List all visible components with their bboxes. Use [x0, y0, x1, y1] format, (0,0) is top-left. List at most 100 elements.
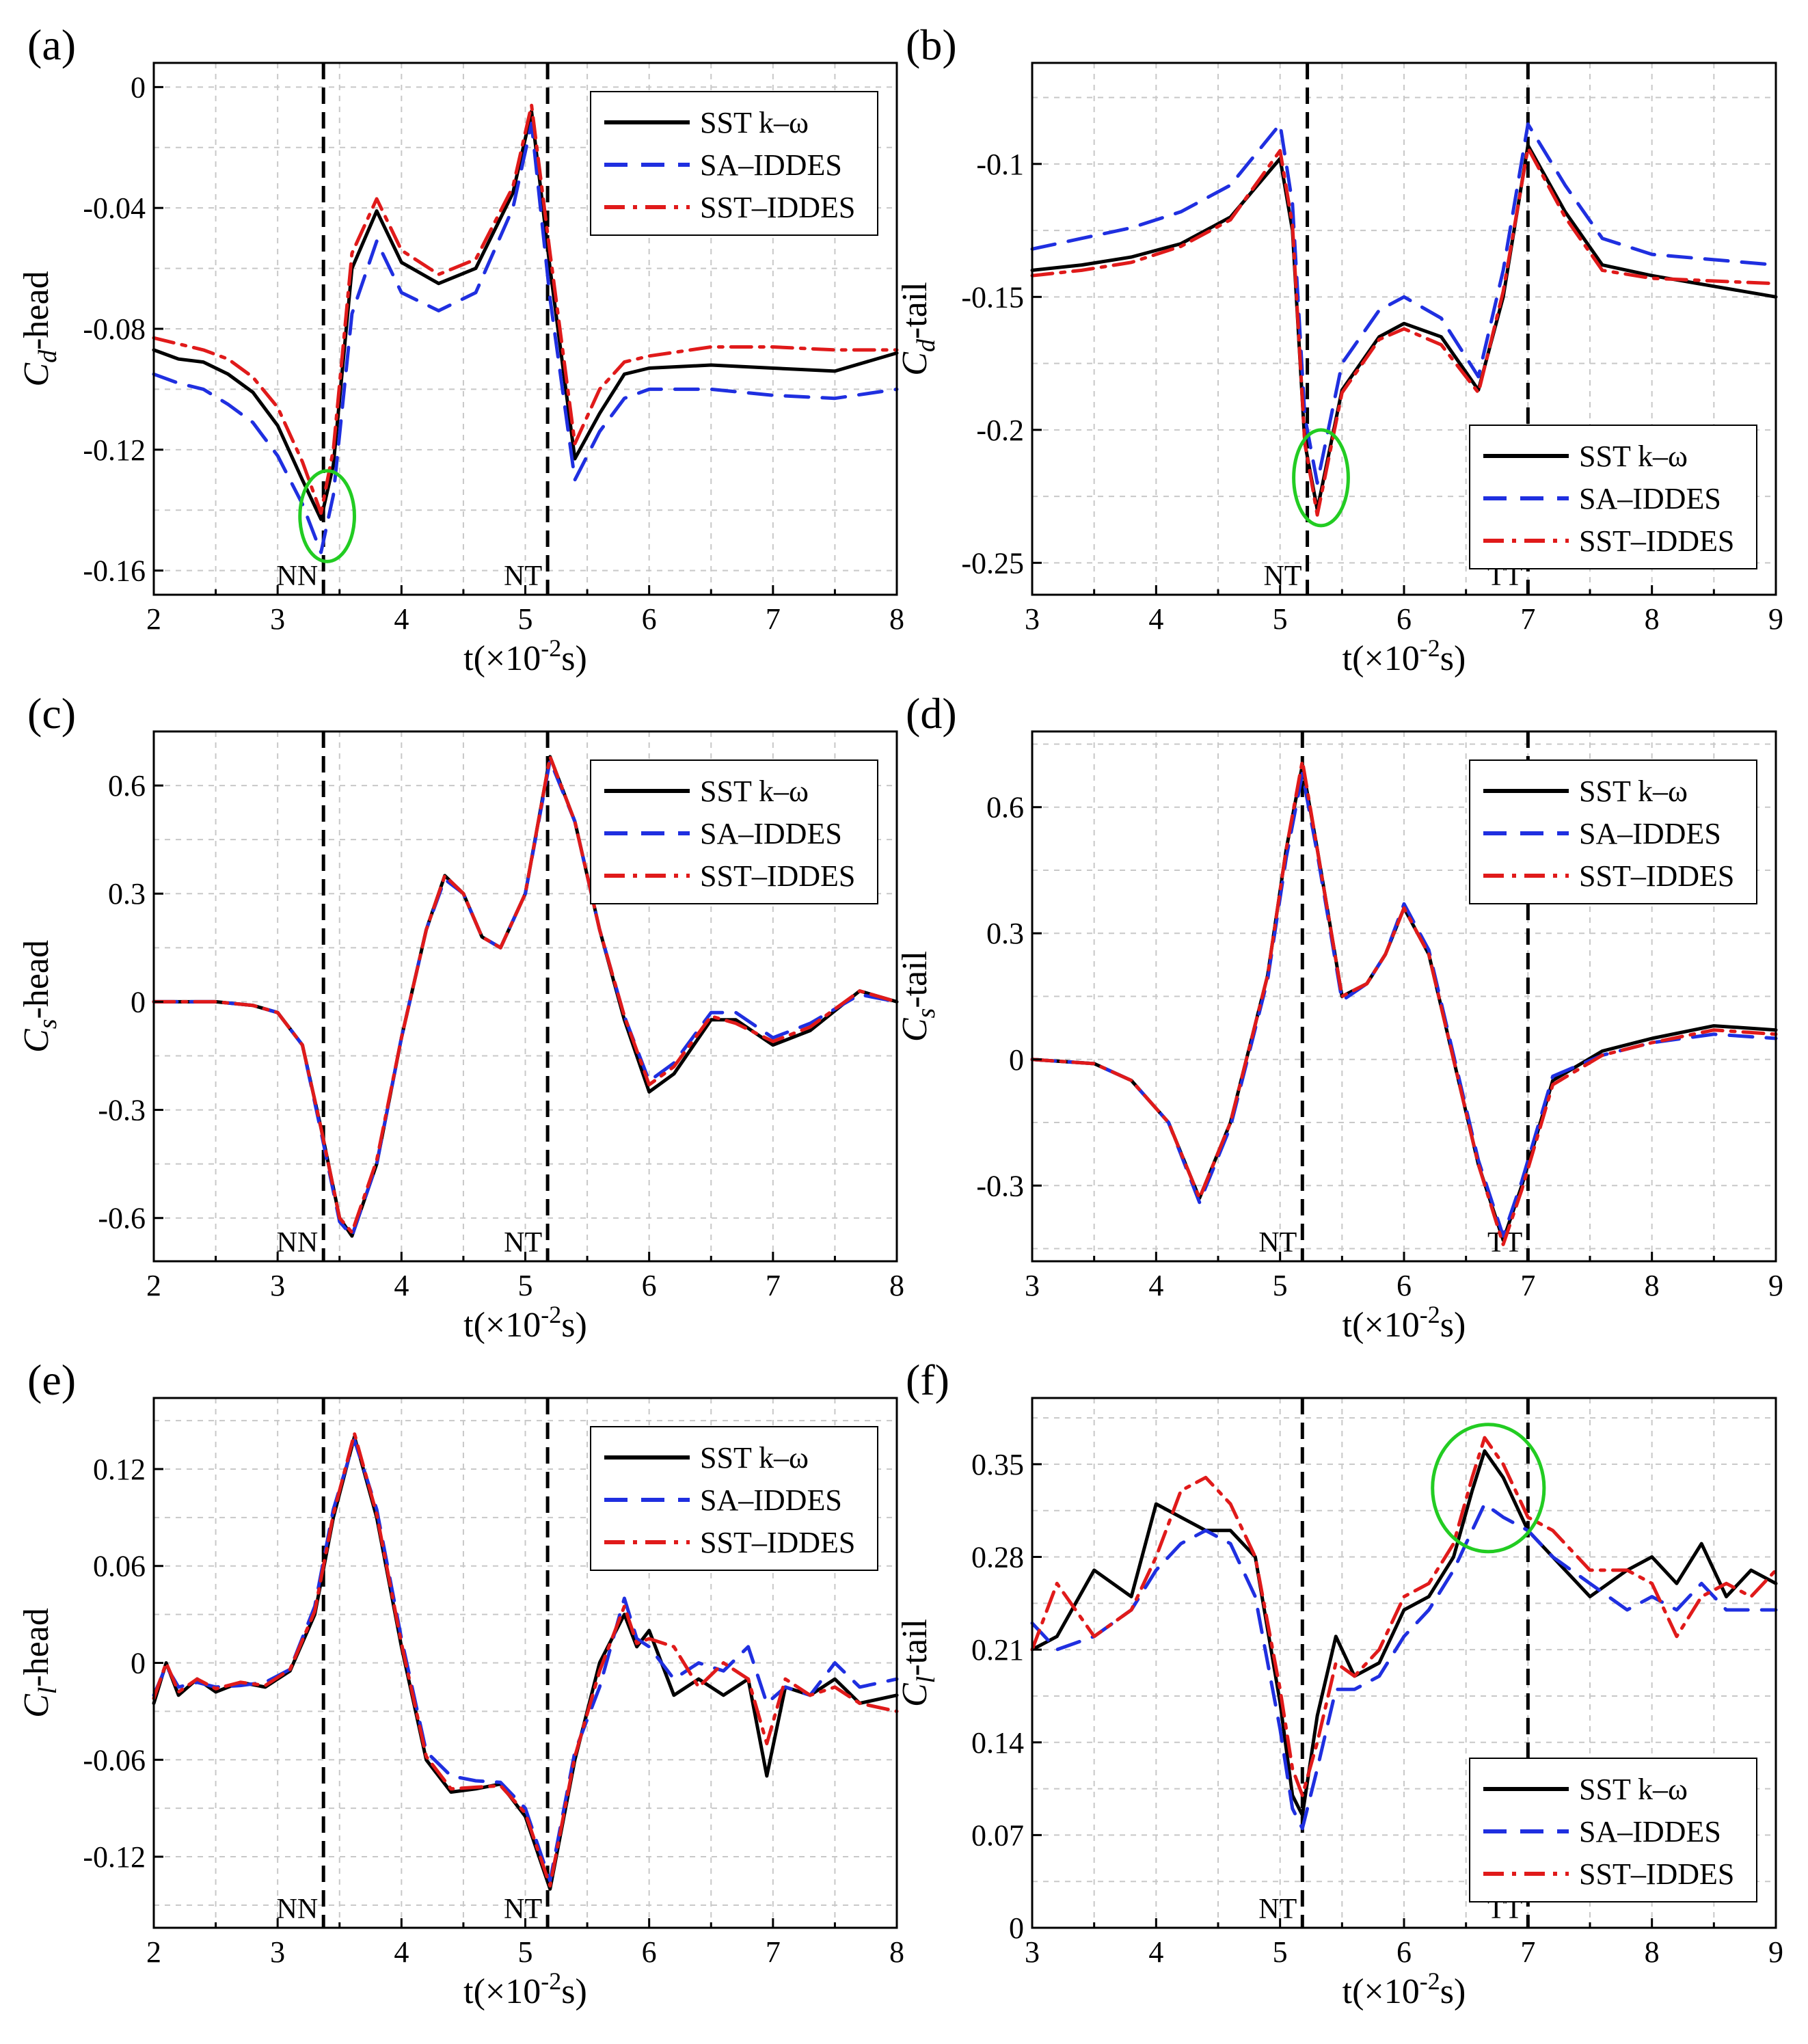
x-axis-label-main: t(×10 [1342, 1972, 1420, 2011]
legend: SST k–ω SA–IDDES SST–IDDES [1469, 759, 1757, 904]
legend-label-sst: SST–IDDES [1579, 524, 1734, 558]
legend-box [590, 759, 878, 904]
event-label-nt: NT [1258, 1227, 1297, 1259]
x-tick-label: 9 [1768, 1269, 1783, 1302]
series-line-sa [1030, 1502, 1778, 1831]
highlight-circle [298, 469, 356, 563]
legend-label-ssk: SST k–ω [1579, 1773, 1688, 1806]
highlight-circle [1431, 1423, 1546, 1554]
y-tick-label: 0.28 [971, 1541, 1024, 1574]
x-axis-label: t(×10-2s) [1342, 1301, 1466, 1345]
series-line-sst [152, 103, 899, 515]
legend-box [1469, 425, 1757, 569]
y-axis-label-sub: s [912, 1008, 941, 1019]
x-axis-label: t(×10-2s) [463, 1301, 587, 1345]
x-tick-label: 5 [518, 1269, 533, 1302]
y-axis-label-rest: -head [17, 940, 56, 1019]
x-tick-label: 6 [642, 1269, 657, 1302]
x-tick-label: 2 [146, 1269, 161, 1302]
panel-letter: (f) [906, 1356, 949, 1404]
panel-letter: (e) [27, 1356, 76, 1404]
legend: SST k–ω SA–IDDES SST–IDDES [1469, 1758, 1757, 1902]
x-axis-label-main: t(×10 [463, 1972, 541, 2011]
x-tick-label: 7 [1520, 602, 1535, 636]
series-line-sa [152, 758, 899, 1238]
y-axis-label-symbol: C [17, 1693, 56, 1718]
x-tick-label: 4 [394, 1935, 409, 1969]
x-tick-label: 5 [1273, 1935, 1288, 1969]
y-tick-label: -0.16 [83, 554, 146, 588]
legend: SST k–ω SA–IDDES SST–IDDES [590, 1426, 878, 1571]
x-tick-label: 5 [1273, 1269, 1288, 1302]
legend: SST k–ω SA–IDDES SST–IDDES [590, 91, 878, 236]
y-tick-label: -0.3 [976, 1169, 1024, 1202]
panel-letter: (c) [27, 689, 76, 738]
x-axis-label: t(×10-2s) [463, 1967, 587, 2011]
x-axis-label-end: s) [561, 1972, 587, 2011]
x-axis-label: t(×10-2s) [463, 634, 587, 678]
x-tick-label: 4 [1148, 1269, 1163, 1302]
legend-box [590, 1426, 878, 1571]
x-tick-label: 2 [146, 1935, 161, 1969]
x-tick-label: 8 [1645, 602, 1660, 636]
y-tick-label: 0 [131, 70, 146, 104]
x-axis-label-end: s) [561, 639, 587, 678]
x-axis-label-sup: -2 [1420, 1967, 1440, 1995]
y-tick-label: -0.2 [976, 414, 1024, 447]
y-tick-label: -0.12 [83, 1840, 146, 1874]
y-tick-label: -0.06 [83, 1743, 146, 1777]
legend-label-ssk: SST k–ω [700, 775, 809, 808]
x-tick-label: 8 [889, 602, 904, 636]
x-tick-label: 7 [1520, 1269, 1535, 1302]
x-axis-label-main: t(×10 [463, 639, 541, 678]
y-tick-label: 0.3 [986, 917, 1024, 950]
panel-e: NN NT 2 3 4 5 6 7 8 -0.12 -0.06 0 0.06 0.12 (e) t(×10-2… [17, 1356, 904, 2011]
y-tick-label: -0.04 [83, 191, 146, 225]
legend-label-sst: SST–IDDES [700, 1526, 855, 1559]
y-tick-label: 0 [131, 985, 146, 1019]
legend-label-ssk: SST k–ω [1579, 440, 1688, 473]
y-tick-label: 0 [1009, 1911, 1024, 1945]
x-tick-label: 8 [889, 1935, 904, 1969]
x-tick-label: 4 [394, 602, 409, 636]
x-tick-label: 6 [642, 1935, 657, 1969]
y-axis-label-rest: -head [17, 1608, 56, 1686]
legend-label-sst: SST–IDDES [700, 859, 855, 893]
x-tick-label: 2 [146, 602, 161, 636]
y-tick-label: 0.6 [108, 769, 146, 803]
x-tick-label: 7 [1520, 1935, 1535, 1969]
x-tick-label: 3 [270, 1935, 285, 1969]
legend-label-sa: SA–IDDES [1579, 1815, 1721, 1848]
x-tick-label: 5 [518, 1935, 533, 1969]
panel-d: NT TT3 4 5 6 7 8 9-0.300.30.6(d)t(×10-2s)Cs-tai… [895, 689, 1783, 1345]
y-axis-label-rest: -tail [895, 282, 934, 339]
y-tick-label: 0.6 [986, 791, 1024, 824]
event-label-nn: NN [277, 1894, 319, 1925]
legend-label-sst: SST–IDDES [1579, 1857, 1734, 1891]
series-line-sst [1030, 759, 1778, 1246]
event-label-nt: NT [1258, 1894, 1297, 1925]
x-tick-label: 4 [394, 1269, 409, 1302]
panel-a: NN NT 2 3 4 5 6 7 8 -0.16 -0.12 -0.08 -0.04 0 (a) t(×10… [17, 21, 904, 678]
x-tick-label: 7 [766, 1935, 781, 1969]
y-axis-label: Cs-head [17, 940, 62, 1053]
x-axis-label-end: s) [1440, 639, 1466, 678]
y-axis-label-symbol: C [17, 1028, 56, 1053]
x-tick-label: 9 [1768, 602, 1783, 636]
x-axis-label-main: t(×10 [463, 1306, 541, 1345]
y-tick-label: 0 [1009, 1043, 1024, 1077]
y-tick-label: -0.3 [98, 1094, 146, 1127]
series-line-sst [1030, 146, 1778, 517]
y-axis-label-rest: -tail [895, 951, 934, 1008]
y-axis-label-sub: s [33, 1019, 62, 1030]
x-axis-label-sup: -2 [541, 634, 561, 662]
grid-lines [154, 1398, 897, 1928]
x-tick-label: 4 [1148, 602, 1163, 636]
x-tick-label: 5 [518, 602, 533, 636]
x-tick-label: 8 [1645, 1935, 1660, 1969]
y-tick-label: 0 [131, 1647, 146, 1680]
x-tick-label: 6 [1397, 1269, 1412, 1302]
y-axis-label-sub: d [33, 349, 62, 363]
legend-label-sa: SA–IDDES [1579, 817, 1721, 850]
legend-label-sa: SA–IDDES [700, 1483, 842, 1517]
